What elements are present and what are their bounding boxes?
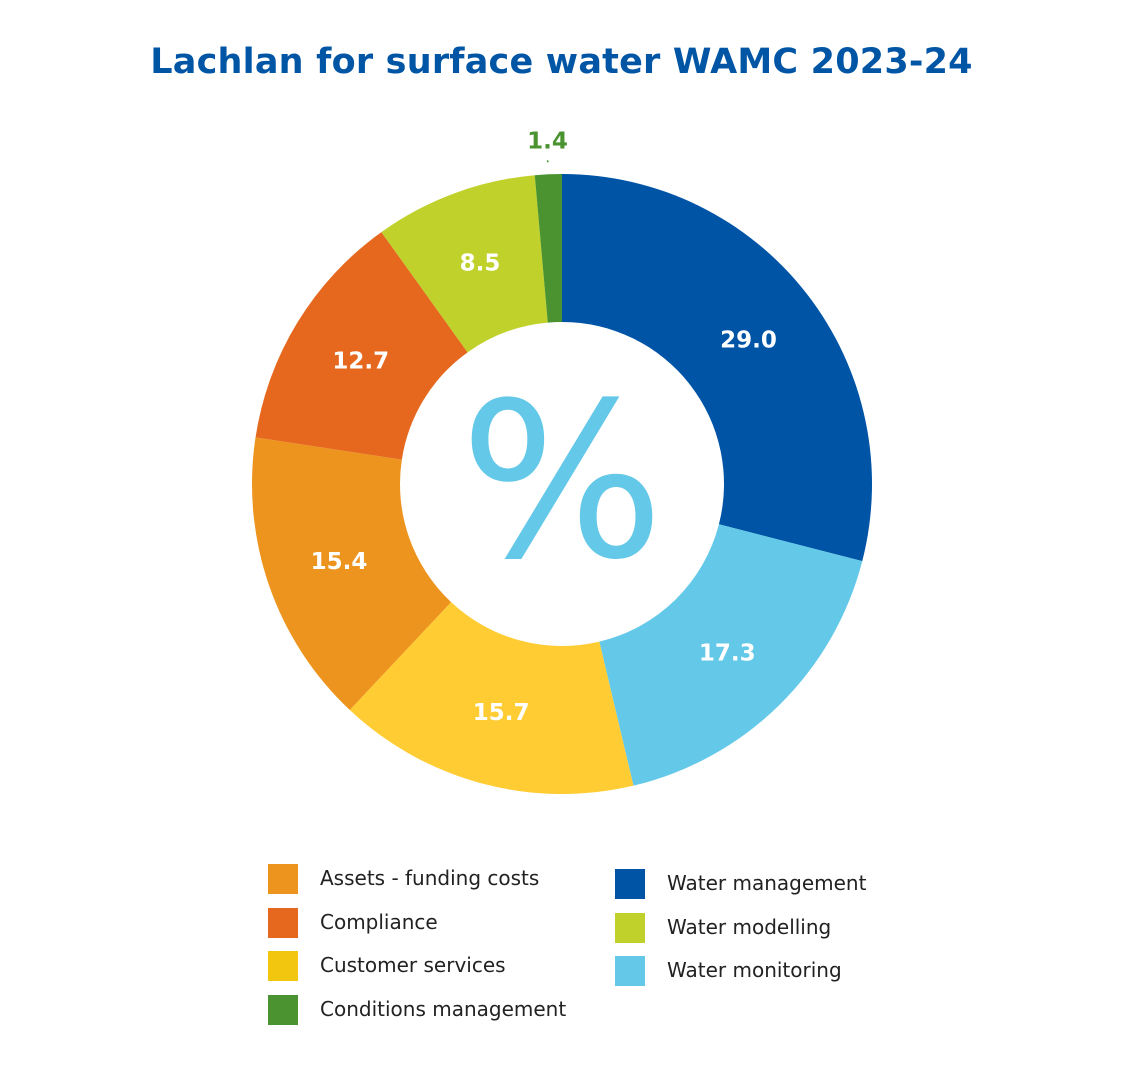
legend-label: Customer services [320,953,506,977]
legend-swatch [268,907,298,938]
legend-swatch [268,994,298,1025]
legend-swatch [268,864,298,894]
chart-title: Lachlan for surface water WAMC 2023-24 [150,42,973,82]
slice-labels: 29.0 17.3 15.7 15.4 12.7 8.5 1.4 [311,128,777,726]
slice-label: 8.5 [460,251,501,277]
donut-slice-conditions-management [534,174,562,323]
slice-label: 15.4 [311,549,368,575]
legend-swatch [268,951,298,981]
slice-label: 29.0 [720,327,777,353]
slice-label: 17.3 [699,640,756,666]
legend-swatch [615,956,645,986]
donut-slices [252,174,872,794]
donut-slice-water-modelling [381,175,548,353]
donut-slice-customer-services [349,602,634,794]
donut-slice-assets-funding-costs [252,437,452,710]
donut-slice-water-management [562,174,872,562]
slice-label: 1.4 [527,128,568,154]
slice-label: 12.7 [332,349,389,375]
legend-label: Conditions management [320,996,567,1021]
legend-swatch [615,912,645,943]
legend-label: Water management [667,871,867,895]
legend-swatch [615,869,645,899]
slice-label: 15.7 [473,700,530,726]
legend-label: Assets - funding costs [320,866,540,890]
donut-slice-compliance [255,232,468,460]
percent-symbol-icon: % [460,356,664,607]
donut-slice-water-monitoring [599,524,863,786]
legend-label: Compliance [320,909,438,934]
legend-label: Water monitoring [667,958,842,982]
legend-label: Water modelling [667,914,832,939]
